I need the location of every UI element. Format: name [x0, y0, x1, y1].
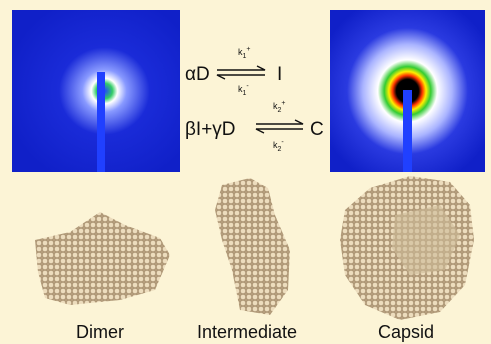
product: I	[277, 64, 282, 85]
reactant: βI+γD	[185, 119, 236, 140]
beam-stop	[403, 90, 412, 172]
product: C	[310, 119, 324, 140]
reactant: αD	[185, 64, 210, 85]
structure-label: Capsid	[378, 322, 434, 342]
figure: αD k1+ k1- I βI+γD k2+ k2- C Dimer Inter…	[0, 0, 491, 344]
scattering-image-dimer	[12, 10, 180, 172]
structure-label: Dimer	[76, 322, 124, 342]
structure-label: Intermediate	[197, 322, 297, 342]
beam-stop	[97, 72, 105, 172]
